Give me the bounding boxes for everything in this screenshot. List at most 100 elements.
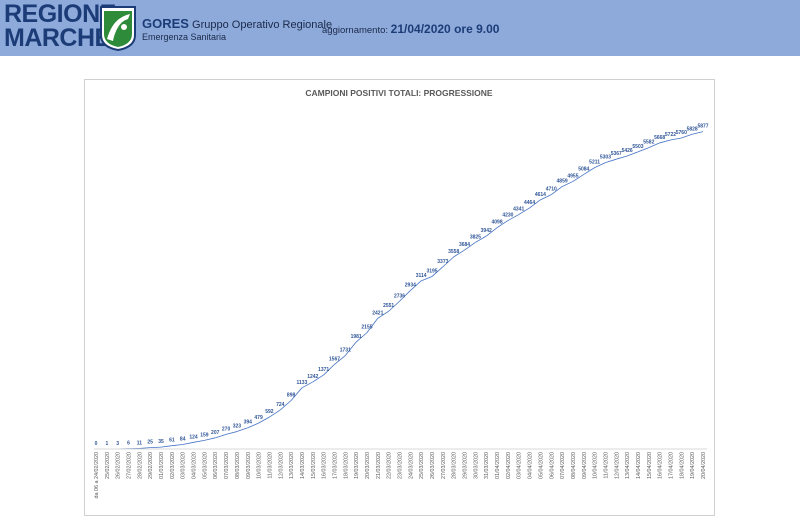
x-tick-label: 16/04/2020 — [658, 452, 664, 479]
series-segment — [583, 167, 595, 175]
x-tick-label: 23/03/2020 — [398, 452, 404, 479]
data-label: 4098 — [491, 220, 502, 226]
data-label: 25 — [147, 440, 153, 446]
x-tick-label: 24/03/2020 — [408, 452, 414, 479]
data-label: 5722 — [665, 132, 676, 138]
x-tick-label: 14/03/2020 — [300, 452, 306, 479]
x-tick-label: 03/03/2020 — [181, 452, 187, 479]
series-segment — [692, 131, 704, 135]
x-tick-label: 06/04/2020 — [549, 452, 555, 479]
data-label: 1731 — [340, 348, 351, 354]
org-line-1: Gruppo Operativo Regionale — [192, 19, 333, 31]
org-short-name: GORES — [142, 16, 189, 31]
x-tick-label: 05/03/2020 — [202, 452, 208, 479]
x-ticks-group: da 06 a 24/02/2020 25/02/2020 26/02/2020 27… — [94, 452, 707, 498]
data-label: 61 — [169, 438, 175, 444]
series-segment — [540, 194, 552, 201]
series-segment — [160, 445, 172, 448]
x-tick-label: 25/03/2020 — [419, 452, 425, 479]
data-label: 1242 — [307, 374, 318, 380]
data-label: 207 — [211, 430, 220, 436]
x-tick-label: 21/03/2020 — [376, 452, 382, 479]
data-label: 4614 — [535, 192, 546, 198]
x-tick-label: 15/03/2020 — [311, 452, 317, 479]
data-label: 3195 — [426, 268, 437, 274]
x-tick-label: 04/04/2020 — [528, 452, 534, 479]
update-label: aggiornamento: — [322, 25, 389, 36]
x-tick-label: 11/03/2020 — [267, 452, 273, 479]
data-label: 124 — [189, 434, 198, 440]
data-label: 3373 — [437, 259, 448, 265]
x-tick-label: 20/04/2020 — [701, 452, 707, 479]
x-tick-label: 25/02/2020 — [105, 452, 111, 479]
x-tick-label: 26/02/2020 — [116, 452, 122, 479]
x-tick-label: 09/04/2020 — [582, 452, 588, 479]
chart-title: CAMPIONI POSITIVI TOTALI: PROGRESSIONE — [305, 88, 493, 98]
x-tick-label: 26/03/2020 — [430, 452, 436, 479]
x-tick-label: 30/03/2020 — [473, 452, 479, 479]
data-label: 5303 — [600, 155, 611, 161]
series-line-group — [95, 131, 704, 450]
series-segment — [561, 181, 574, 187]
data-label: 6 — [127, 441, 130, 447]
data-label: 5503 — [632, 144, 643, 150]
series-segment — [410, 280, 422, 291]
region-emblem-icon — [100, 6, 136, 51]
series-segment — [464, 242, 476, 251]
x-tick-label: 13/03/2020 — [289, 452, 295, 479]
data-label: 5668 — [654, 135, 665, 141]
x-tick-label: 27/02/2020 — [127, 452, 133, 479]
data-label: 3558 — [448, 249, 459, 255]
x-tick-label: 04/03/2020 — [192, 452, 198, 479]
x-tick-label: 17/03/2020 — [332, 452, 338, 479]
header-band: REGIONE MARCHE GORES Gruppo Operativo Re… — [0, 0, 800, 56]
series-segment — [247, 422, 259, 429]
x-tick-label: 28/02/2020 — [137, 452, 143, 479]
series-segment — [626, 151, 639, 157]
series-segment — [637, 147, 649, 153]
x-tick-label: 17/04/2020 — [668, 452, 674, 479]
x-tick-label: 29/03/2020 — [463, 452, 469, 479]
series-segment — [475, 235, 487, 243]
series-segment — [182, 441, 194, 445]
x-tick-label: 08/04/2020 — [571, 452, 577, 479]
update-stamp: aggiornamento: 21/04/2020 ore 9.00 — [322, 22, 499, 36]
series-segment — [334, 355, 346, 365]
x-tick-label: 27/03/2020 — [441, 452, 447, 479]
data-label: 270 — [222, 426, 231, 432]
x-tick-label: 10/04/2020 — [593, 452, 599, 479]
data-label: 4955 — [567, 173, 578, 179]
data-label: 724 — [276, 402, 285, 408]
series-segment — [485, 227, 498, 237]
data-label: 5426 — [622, 148, 633, 154]
series-segment — [421, 276, 433, 282]
series-segment — [681, 133, 693, 139]
data-label: 4464 — [524, 200, 535, 206]
data-label: 898 — [287, 393, 296, 399]
x-tick-label: 02/04/2020 — [506, 452, 512, 479]
logo-line-2: MARCHE — [4, 24, 111, 52]
region-logo-text: REGIONE MARCHE — [4, 2, 116, 52]
update-value: 21/04/2020 ore 9.00 — [390, 22, 500, 36]
x-tick-label: 05/04/2020 — [538, 452, 544, 479]
data-label: 84 — [180, 436, 186, 442]
series-segment — [442, 256, 454, 268]
series-segment — [139, 447, 151, 449]
data-label: 323 — [233, 424, 242, 430]
x-tick-label: 12/03/2020 — [278, 452, 284, 479]
data-label: 1133 — [297, 380, 308, 386]
x-tick-label: 09/03/2020 — [246, 452, 252, 479]
series-segment — [366, 318, 379, 333]
series-segment — [605, 158, 617, 164]
series-segment — [193, 440, 205, 443]
series-segment — [551, 186, 563, 195]
x-tick-label: 29/02/2020 — [148, 452, 154, 479]
data-label: 5367 — [611, 151, 622, 157]
x-tick-label: 01/04/2020 — [495, 452, 501, 479]
x-tick-label: 07/03/2020 — [224, 452, 230, 479]
x-tick-label: 11/04/2020 — [603, 452, 609, 479]
data-label: 3114 — [416, 273, 427, 279]
series-segment — [670, 137, 682, 141]
data-label: 5877 — [697, 124, 708, 130]
x-tick-label: 31/03/2020 — [484, 452, 490, 479]
